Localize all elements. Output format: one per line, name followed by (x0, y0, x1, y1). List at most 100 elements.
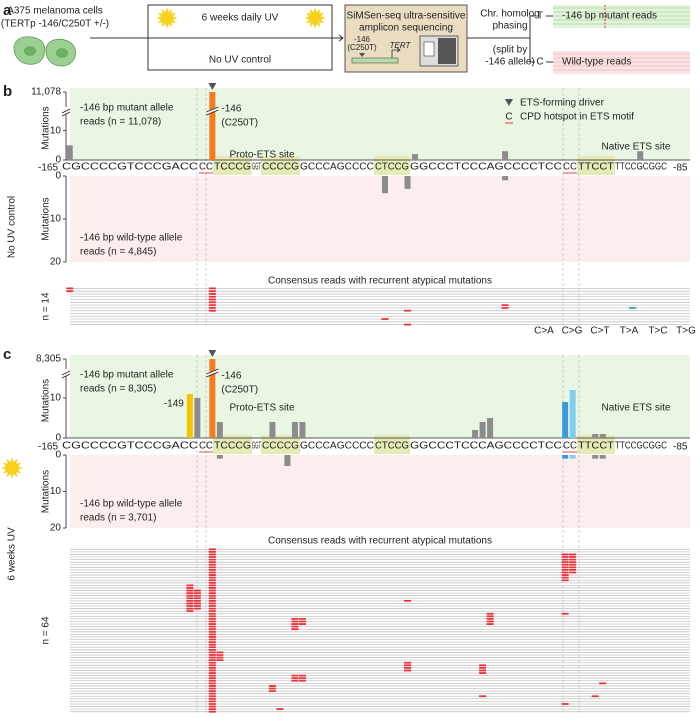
sequence: GCCCAGCCCC (300, 162, 374, 173)
bracket (529, 15, 535, 63)
ets-site-box (261, 156, 300, 175)
x-tick-label: -85 (673, 442, 688, 453)
panel-label: c (3, 346, 11, 363)
sequencing-label: amplicon sequencing (359, 23, 453, 34)
mutant-reads-icon (553, 5, 690, 28)
bar (412, 154, 419, 160)
mutation-type: T>A (620, 326, 639, 337)
split-label: -146 allele) (485, 57, 534, 68)
branch-text: Wild-type reads (562, 57, 631, 68)
site-label: Native ETS site (602, 403, 671, 414)
cells-genotype: (TERTp -146/C250T +/-) (1, 19, 109, 30)
sequence: CTCCG (375, 162, 409, 173)
track-text: -146 bp wild-type allele (80, 233, 183, 244)
hotspot-sequence: CC (199, 162, 213, 173)
ets-site-box (213, 156, 252, 175)
y-tick-label: 10 (50, 393, 62, 404)
y-tick-label: 0 (55, 450, 61, 461)
driver-label: -146 (221, 104, 241, 115)
track-text: -146 bp wild-type allele (80, 499, 183, 510)
y-tick-label: 10 (50, 125, 62, 136)
bar (637, 151, 644, 160)
moon-icon (5, 148, 15, 166)
mutation-run (298, 674, 306, 682)
track-text: -146 bp mutant allele (80, 103, 174, 114)
bar (291, 422, 298, 438)
hotspot-sequence: CC (199, 441, 213, 452)
sequence: CTCCG (375, 441, 409, 452)
bar (404, 176, 411, 189)
bar (599, 434, 606, 438)
bar (209, 92, 216, 160)
bar (66, 145, 73, 160)
amplicon-icon (351, 35, 459, 67)
reads-title: Consensus reads with recurrent atypical … (268, 536, 492, 547)
bar (569, 390, 576, 438)
mutation-run (66, 287, 74, 293)
sequence: GGT (252, 162, 261, 173)
y-tick-label: 0 (55, 433, 61, 444)
ets-site-box (577, 435, 615, 454)
ets-site-box (261, 435, 300, 454)
driver-label: (C250T) (221, 118, 258, 129)
bar (562, 402, 569, 438)
bar (382, 176, 389, 194)
mutation-type: C>G (562, 326, 583, 337)
sequence: TCCCG (214, 162, 251, 173)
mutation-run (486, 612, 494, 625)
mutation-run (216, 651, 224, 662)
mutation-run (186, 584, 194, 613)
sequence: GGT (252, 441, 261, 452)
bar-label: -149 (164, 399, 184, 410)
bar (284, 455, 291, 466)
sequence: GGCCCTCCCAGCCCCTCC (410, 441, 562, 452)
ets-site-box (577, 156, 615, 175)
allele-label: C (536, 57, 543, 68)
legend-text: CPD hotspot in ETS motif (520, 112, 634, 123)
site-label: Proto-ETS site (229, 150, 294, 161)
y-tick-label: 10 (50, 486, 62, 497)
y-tick-label: 11,078 (31, 87, 61, 98)
bar (592, 455, 599, 459)
amplicon-label: -146 (354, 35, 371, 44)
legend-symbol: C (505, 112, 512, 123)
amplicon-label: (C250T) (347, 43, 377, 52)
panel-label: a (3, 2, 12, 19)
bar (502, 176, 509, 181)
condition-label: No UV control (7, 196, 18, 258)
mutant-background (70, 355, 690, 438)
gene-label: TERT (390, 41, 412, 50)
reads-count: n = 14 (41, 292, 52, 321)
x-tick-label: -165 (38, 442, 58, 453)
bar (216, 455, 223, 459)
mutation-run (291, 618, 299, 631)
bar (299, 422, 306, 438)
bar-break (206, 106, 219, 116)
sequence: TTCCGCGGC (615, 162, 667, 173)
mutation-run (291, 674, 299, 682)
y-tick-label: 8,305 (36, 354, 61, 365)
sun-icon (1, 457, 23, 479)
mutation-run (268, 685, 276, 692)
sequence: GCCCAGCCCC (300, 441, 374, 452)
track-text: reads (n = 4,845) (80, 247, 156, 258)
mutation-run (208, 548, 216, 713)
sequence: GGCCCTCCCAGCCCCTCC (410, 162, 562, 173)
hotspot-sequence: CC (563, 441, 577, 452)
mutation-run (298, 618, 306, 625)
hotspot-sequence: CC (563, 162, 577, 173)
bar (592, 434, 599, 438)
track-text: reads (n = 8,305) (80, 384, 156, 395)
y-axis-label: Mutations (41, 197, 52, 240)
mutation-run (561, 553, 569, 582)
bar (479, 422, 486, 438)
mutation-run (501, 304, 509, 309)
branch-text: -146 bp mutant reads (562, 11, 657, 22)
phasing-label: Chr. homolog (480, 9, 539, 20)
mutation-type: T>G (676, 326, 696, 337)
uv-label: 6 weeks daily UV (202, 13, 279, 24)
cells-icon (13, 36, 76, 67)
driver-marker (208, 83, 217, 90)
y-axis-label: Mutations (41, 470, 52, 513)
y-axis-label: Mutations (41, 379, 52, 422)
